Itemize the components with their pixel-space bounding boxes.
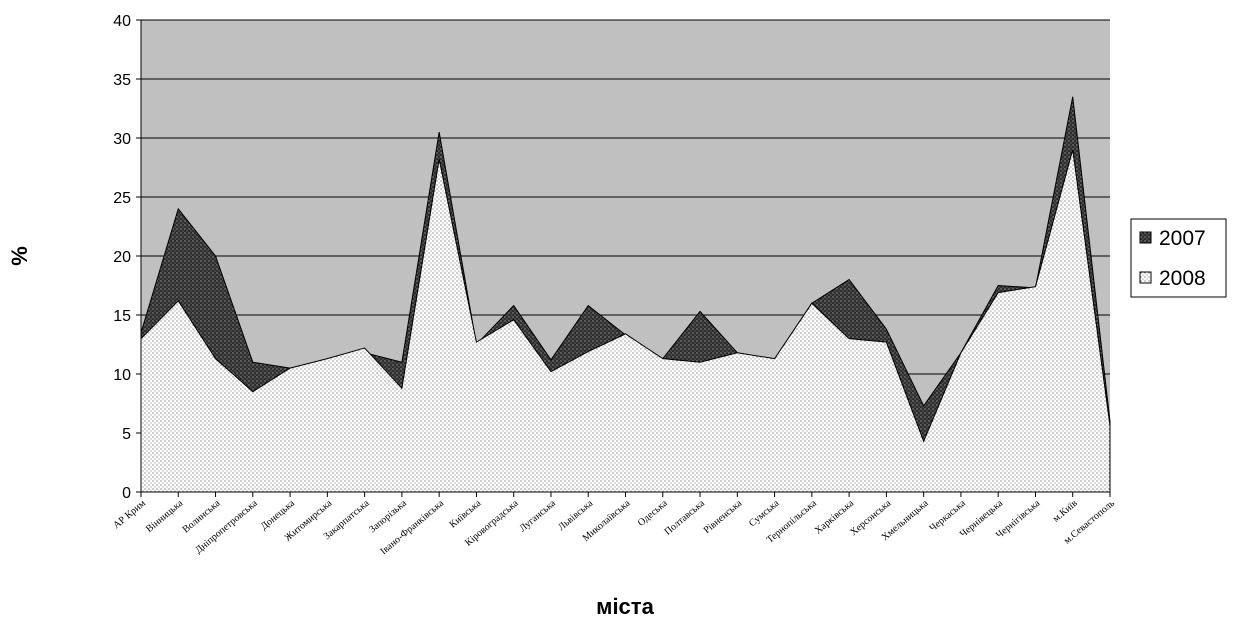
- y-tick-label: 0: [122, 485, 131, 502]
- legend-swatch-2007: [1139, 231, 1152, 244]
- y-tick-label: 30: [113, 131, 131, 148]
- x-tick-label: Київська: [447, 498, 483, 531]
- legend-swatch-2008: [1139, 271, 1152, 284]
- x-tick-label: АР Крим: [111, 497, 148, 531]
- legend-label-2007: 2007: [1159, 227, 1206, 250]
- x-axis-title: міста: [596, 594, 654, 619]
- y-tick-label: 10: [113, 367, 131, 384]
- series-area-2008: [140, 149, 1111, 493]
- x-tick-label: Луганська: [517, 498, 558, 535]
- y-tick-label: 35: [113, 72, 131, 89]
- axes: [136, 19, 1111, 497]
- legend: 2007 2008: [1130, 218, 1227, 298]
- y-tick-label: 20: [113, 249, 131, 266]
- x-tick-label: Вінницька: [144, 498, 186, 535]
- y-tick-label: 40: [113, 13, 131, 30]
- x-tick-labels: АР КримВінницькаВолинськаДніпропетровськ…: [111, 497, 1117, 557]
- y-tick-label: 15: [113, 308, 131, 325]
- y-tick-label: 5: [122, 426, 131, 443]
- y-tick-label: 25: [113, 190, 131, 207]
- x-tick-label: Івано-Франківська: [378, 498, 446, 558]
- x-tick-label: Рівненська: [702, 498, 745, 537]
- legend-label-2008: 2008: [1159, 267, 1206, 290]
- x-tick-label: Дніпропетровська: [193, 498, 260, 557]
- y-tick-labels: 0 5 10 15 20 25 30 35 40: [113, 13, 131, 502]
- x-tick-label: Сумська: [747, 498, 782, 530]
- x-tick-label: м.Київ: [1051, 498, 1080, 525]
- x-tick-label: Полтавська: [662, 498, 707, 538]
- series-areas: [140, 96, 1111, 493]
- y-axis-title: %: [7, 246, 32, 266]
- x-tick-label: Одеська: [636, 498, 670, 529]
